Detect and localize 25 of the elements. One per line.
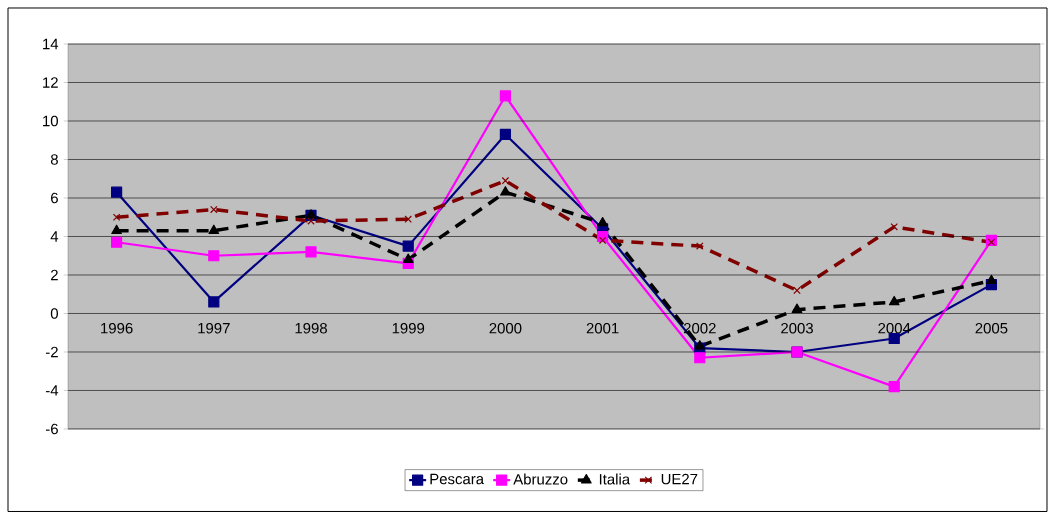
y-tick-label: -6 — [45, 423, 58, 435]
y-tick-label: 8 — [50, 154, 58, 165]
x-tick-label: 2002 — [683, 322, 716, 334]
legend-label: Abruzzo — [513, 473, 568, 485]
y-tick-label: 14 — [43, 38, 59, 50]
x-tick-label: 1998 — [295, 322, 327, 334]
x-tick-label: 1999 — [392, 322, 425, 334]
x-tick-label: 1997 — [198, 322, 230, 334]
y-tick-label: 4 — [50, 231, 59, 242]
y-tick-label: 2 — [51, 269, 58, 281]
legend-label: UE27 — [661, 473, 698, 485]
y-tick-label: -4 — [45, 385, 59, 396]
y-tick-label: 10 — [43, 115, 58, 127]
x-tick-label: 2000 — [489, 322, 522, 334]
legend-label: Italia — [599, 473, 631, 485]
y-tick-label: 12 — [43, 77, 58, 88]
y-tick-label: -2 — [45, 346, 58, 358]
x-tick-label: 2001 — [586, 322, 619, 334]
y-tick-label: 6 — [51, 192, 58, 204]
x-tick-label: 2005 — [975, 322, 1008, 334]
x-tick-label: 2003 — [781, 322, 813, 334]
legend-label: Pescara — [430, 473, 485, 485]
x-tick-label: 1996 — [101, 322, 133, 334]
x-tick-label: 2004 — [878, 322, 911, 334]
y-tick-label: 0 — [50, 308, 58, 319]
